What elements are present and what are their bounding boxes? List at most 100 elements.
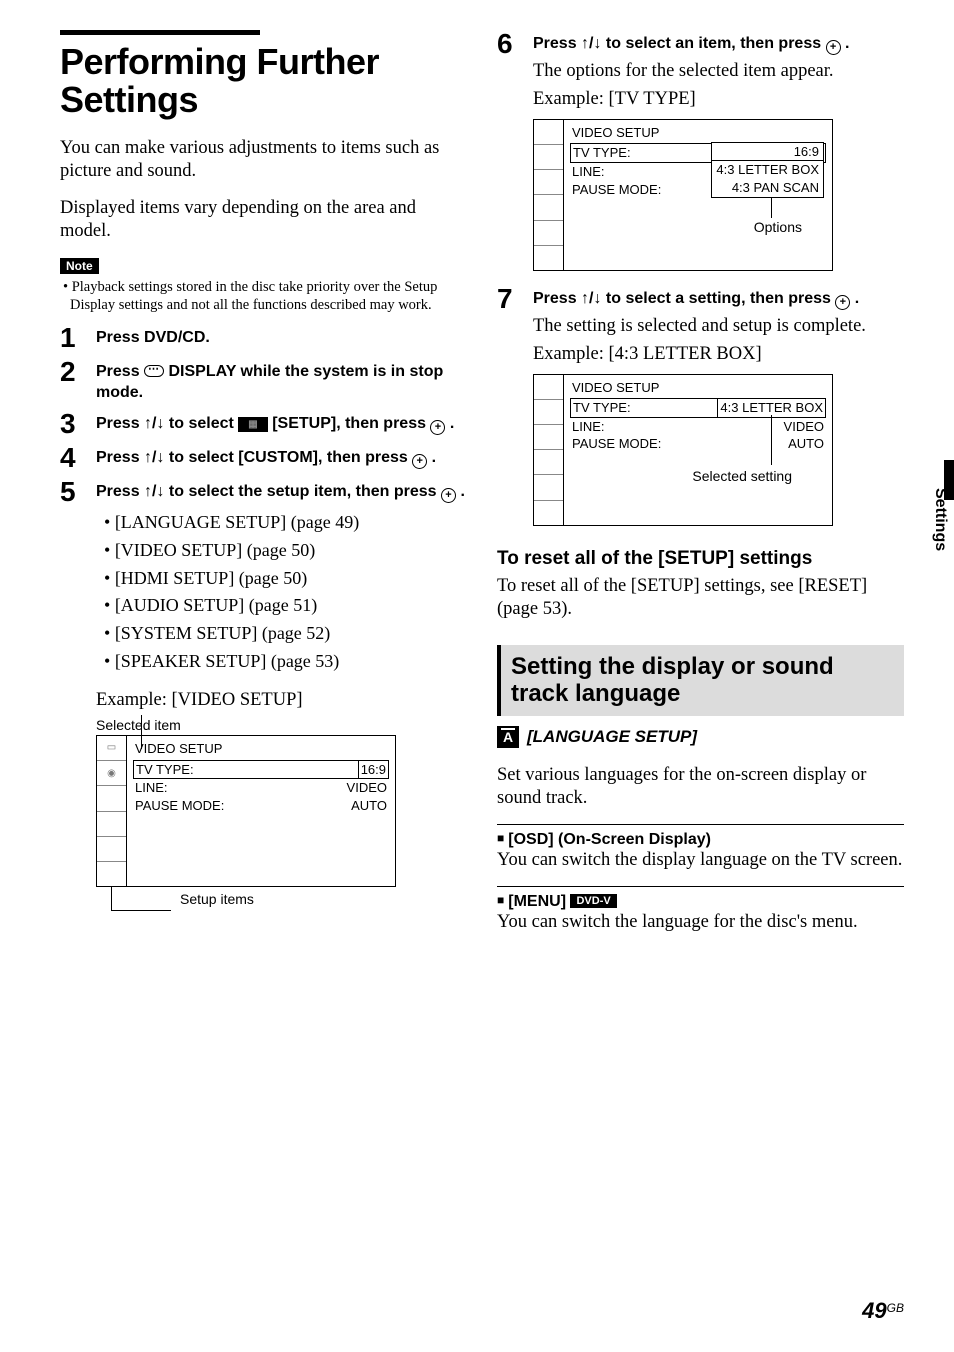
osd-row: LINE: VIDEO — [572, 418, 824, 436]
section-title: Setting the display or sound track langu… — [511, 653, 894, 708]
osd-key: LINE: — [135, 779, 168, 797]
section-heading-box: Setting the display or sound track langu… — [497, 645, 904, 716]
osd-tab: ◉ — [97, 761, 126, 786]
step-2-text: Press DISPLAY while the system is in sto… — [96, 362, 467, 404]
osd-tab — [97, 862, 126, 886]
osd-main: VIDEO SETUP TV TYPE: 16:9 LINE: VIDEO PA… — [127, 736, 395, 886]
osd-value: AUTO — [788, 435, 824, 453]
osd-key: TV TYPE: — [573, 144, 631, 162]
osd-main: VIDEO SETUP TV TYPE: 4:3 LETTER BOX LINE… — [564, 375, 832, 525]
osd-row: LINE: VIDEO — [135, 779, 387, 797]
step-6-desc1: The options for the selected item appear… — [533, 59, 904, 83]
steps-continued-2: 7 Press ↑/↓ to select a setting, then pr… — [497, 285, 904, 366]
divider — [497, 886, 904, 887]
osd-tab — [534, 400, 563, 425]
osd-value: AUTO — [351, 797, 387, 815]
step-1: 1 Press DVD/CD. — [60, 324, 467, 352]
step-7: 7 Press ↑/↓ to select a setting, then pr… — [497, 285, 904, 366]
section-letter-icon: A — [497, 726, 519, 748]
step-number: 5 — [60, 478, 82, 506]
osd-title: VIDEO SETUP — [135, 740, 387, 758]
osd-row: PAUSE MODE: AUTO — [572, 435, 824, 453]
osd-key: PAUSE MODE: — [135, 797, 224, 815]
osd-value: 16:9 — [358, 760, 389, 780]
left-column: Performing Further Settings You can make… — [60, 30, 467, 949]
step-3-text: Press ↑/↓ to select ▦ [SETUP], then pres… — [96, 414, 467, 435]
setup-items-caption: Setup items — [180, 891, 467, 907]
osd-value: VIDEO — [347, 779, 387, 797]
menu-item-body: You can switch the language for the disc… — [497, 911, 904, 934]
osd-tab — [534, 120, 563, 145]
selected-item-caption: Selected item — [96, 717, 467, 733]
osd-item-head: ■ [OSD] (On-Screen Display) — [497, 831, 904, 849]
menu-head-text: [MENU] — [508, 893, 566, 910]
osd-example-1: ▭ ◉ VIDEO SETUP TV TYPE: 16:9 LINE: V — [96, 735, 467, 887]
callout-line — [111, 887, 112, 911]
osd-tabs: ▭ ◉ — [97, 736, 127, 886]
steps-list: 1 Press DVD/CD. 2 Press DISPLAY while th… — [60, 324, 467, 676]
section-tag-label: [LANGUAGE SETUP] — [527, 727, 697, 747]
step-number: 6 — [497, 30, 519, 58]
square-bullet-icon: ■ — [497, 893, 504, 907]
osd-tab: ▭ — [97, 736, 126, 761]
osd-option: 4:3 LETTER BOX — [716, 161, 819, 179]
step-7-text: Press ↑/↓ to select a setting, then pres… — [533, 289, 904, 310]
osd-item-body: You can switch the display language on t… — [497, 849, 904, 872]
step-5-text: Press ↑/↓ to select the setup item, then… — [96, 482, 467, 503]
section-tag: A [LANGUAGE SETUP] — [497, 726, 904, 748]
dvd-v-badge: DVD-V — [570, 894, 616, 908]
selected-setting-callout: Selected setting — [692, 467, 792, 486]
step-7b: . — [850, 290, 859, 307]
page-title: Performing Further Settings — [60, 43, 467, 119]
step-5b: . — [456, 483, 465, 500]
step-4a: Press ↑/↓ to select [CUSTOM], then press — [96, 449, 412, 466]
side-tab-mark — [944, 460, 954, 500]
step-4: 4 Press ↑/↓ to select [CUSTOM], then pre… — [60, 444, 467, 472]
step-4-text: Press ↑/↓ to select [CUSTOM], then press… — [96, 448, 467, 469]
osd-box: VIDEO SETUP TV TYPE: 4:3 LETTER BOX LINE… — [533, 374, 833, 526]
osd-key: LINE: — [572, 163, 605, 181]
enter-icon: + — [430, 420, 445, 435]
step-6: 6 Press ↑/↓ to select an item, then pres… — [497, 30, 904, 111]
step-3b: [SETUP], then press — [268, 415, 431, 432]
note-bullet: • — [63, 279, 68, 295]
step-3c: . — [445, 415, 454, 432]
setup-icon: ▦ — [238, 417, 267, 432]
osd-title: VIDEO SETUP — [572, 124, 824, 142]
step-6b: . — [841, 35, 850, 52]
step-number: 4 — [60, 444, 82, 472]
osd-key: LINE: — [572, 418, 605, 436]
osd-example-3: VIDEO SETUP TV TYPE: 4:3 LETTER BOX LINE… — [533, 374, 904, 526]
osd-box: ▭ ◉ VIDEO SETUP TV TYPE: 16:9 LINE: V — [96, 735, 396, 887]
display-icon — [144, 365, 164, 377]
osd-option-selected: 16:9 — [711, 142, 824, 162]
osd-tab — [534, 246, 563, 270]
intro-text-2: Displayed items vary depending on the ar… — [60, 197, 467, 243]
reset-body: To reset all of the [SETUP] settings, se… — [497, 575, 904, 621]
step-4b: . — [427, 449, 436, 466]
osd-tab — [534, 221, 563, 246]
callout-line — [111, 910, 171, 911]
list-item: [AUDIO SETUP] (page 51) — [104, 592, 467, 620]
osd-value: VIDEO — [784, 418, 824, 436]
step-1-text: Press DVD/CD. — [96, 328, 467, 349]
step-number: 3 — [60, 410, 82, 438]
list-item: [VIDEO SETUP] (page 50) — [104, 537, 467, 565]
osd-key: TV TYPE: — [136, 761, 194, 779]
osd-dropdown: 16:9 4:3 LETTER BOX 4:3 PAN SCAN — [711, 142, 824, 198]
osd-tab — [97, 812, 126, 837]
osd-head-text: [OSD] (On-Screen Display) — [508, 831, 711, 848]
osd-main: VIDEO SETUP TV TYPE: 16:9 LINE: 16:9 PAU… — [564, 120, 832, 270]
osd-key: PAUSE MODE: — [572, 181, 661, 199]
step-6-text: Press ↑/↓ to select an item, then press … — [533, 34, 904, 55]
step-6-desc2: Example: [TV TYPE] — [533, 87, 904, 111]
step-7-desc2: Example: [4:3 LETTER BOX] — [533, 342, 904, 366]
osd-tabs — [534, 375, 564, 525]
step-2a: Press — [96, 363, 144, 380]
osd-box: VIDEO SETUP TV TYPE: 16:9 LINE: 16:9 PAU… — [533, 119, 833, 271]
callout-line — [771, 415, 772, 465]
step-number: 7 — [497, 285, 519, 313]
step-number: 1 — [60, 324, 82, 352]
square-bullet-icon: ■ — [497, 831, 504, 845]
side-tab: Settings — [926, 460, 954, 580]
